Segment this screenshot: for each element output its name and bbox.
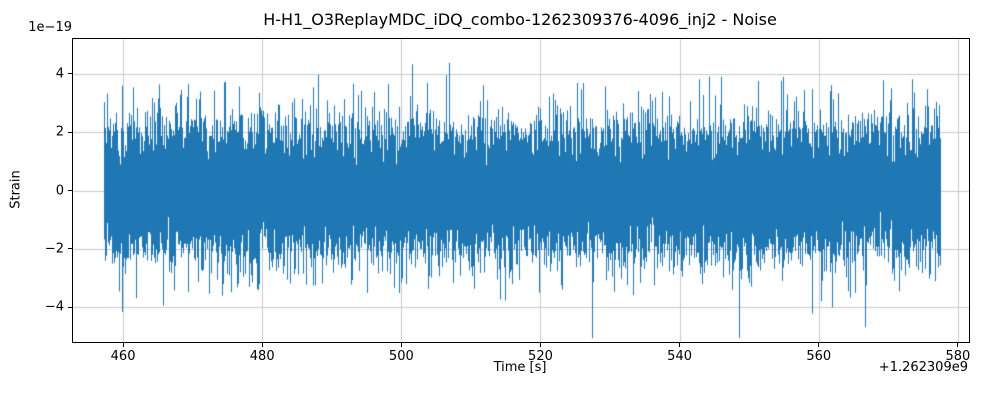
y-axis-label: Strain [8,170,24,209]
x-tick-mark [679,343,681,347]
y-tick-label: 4 [55,66,64,82]
y-tick-label: 0 [55,183,64,198]
x-axis-label: Time [s] [493,360,547,375]
plot-title: H-H1_O3ReplayMDC_iDQ_combo-1262309376-40… [263,10,777,29]
x-axis-offset-text: +1.262309e9 [878,360,968,375]
y-tick-mark [68,248,72,250]
y-tick-mark [68,73,72,75]
x-tick-mark [261,343,263,347]
y-tick-mark [68,131,72,133]
x-tick-label: 580 [945,349,971,364]
y-axis-offset-text: 1e−19 [28,20,72,35]
x-tick-mark [122,343,124,347]
x-tick-label: 500 [388,349,414,364]
y-tick-label: −2 [44,241,64,257]
y-tick-mark [68,306,72,308]
x-tick-label: 480 [249,349,275,364]
noise-trace-canvas [73,39,969,342]
x-tick-mark [400,343,402,347]
x-tick-label: 520 [528,349,553,364]
x-tick-label: 540 [667,349,693,364]
plot-area [72,38,970,343]
x-tick-mark [539,343,541,347]
y-tick-label: −4 [44,299,64,315]
x-tick-label: 560 [806,349,832,364]
x-tick-label: 460 [110,349,136,364]
x-tick-mark [818,343,820,347]
y-tick-mark [68,190,72,191]
y-tick-label: 2 [55,124,64,140]
x-tick-mark [957,343,959,347]
